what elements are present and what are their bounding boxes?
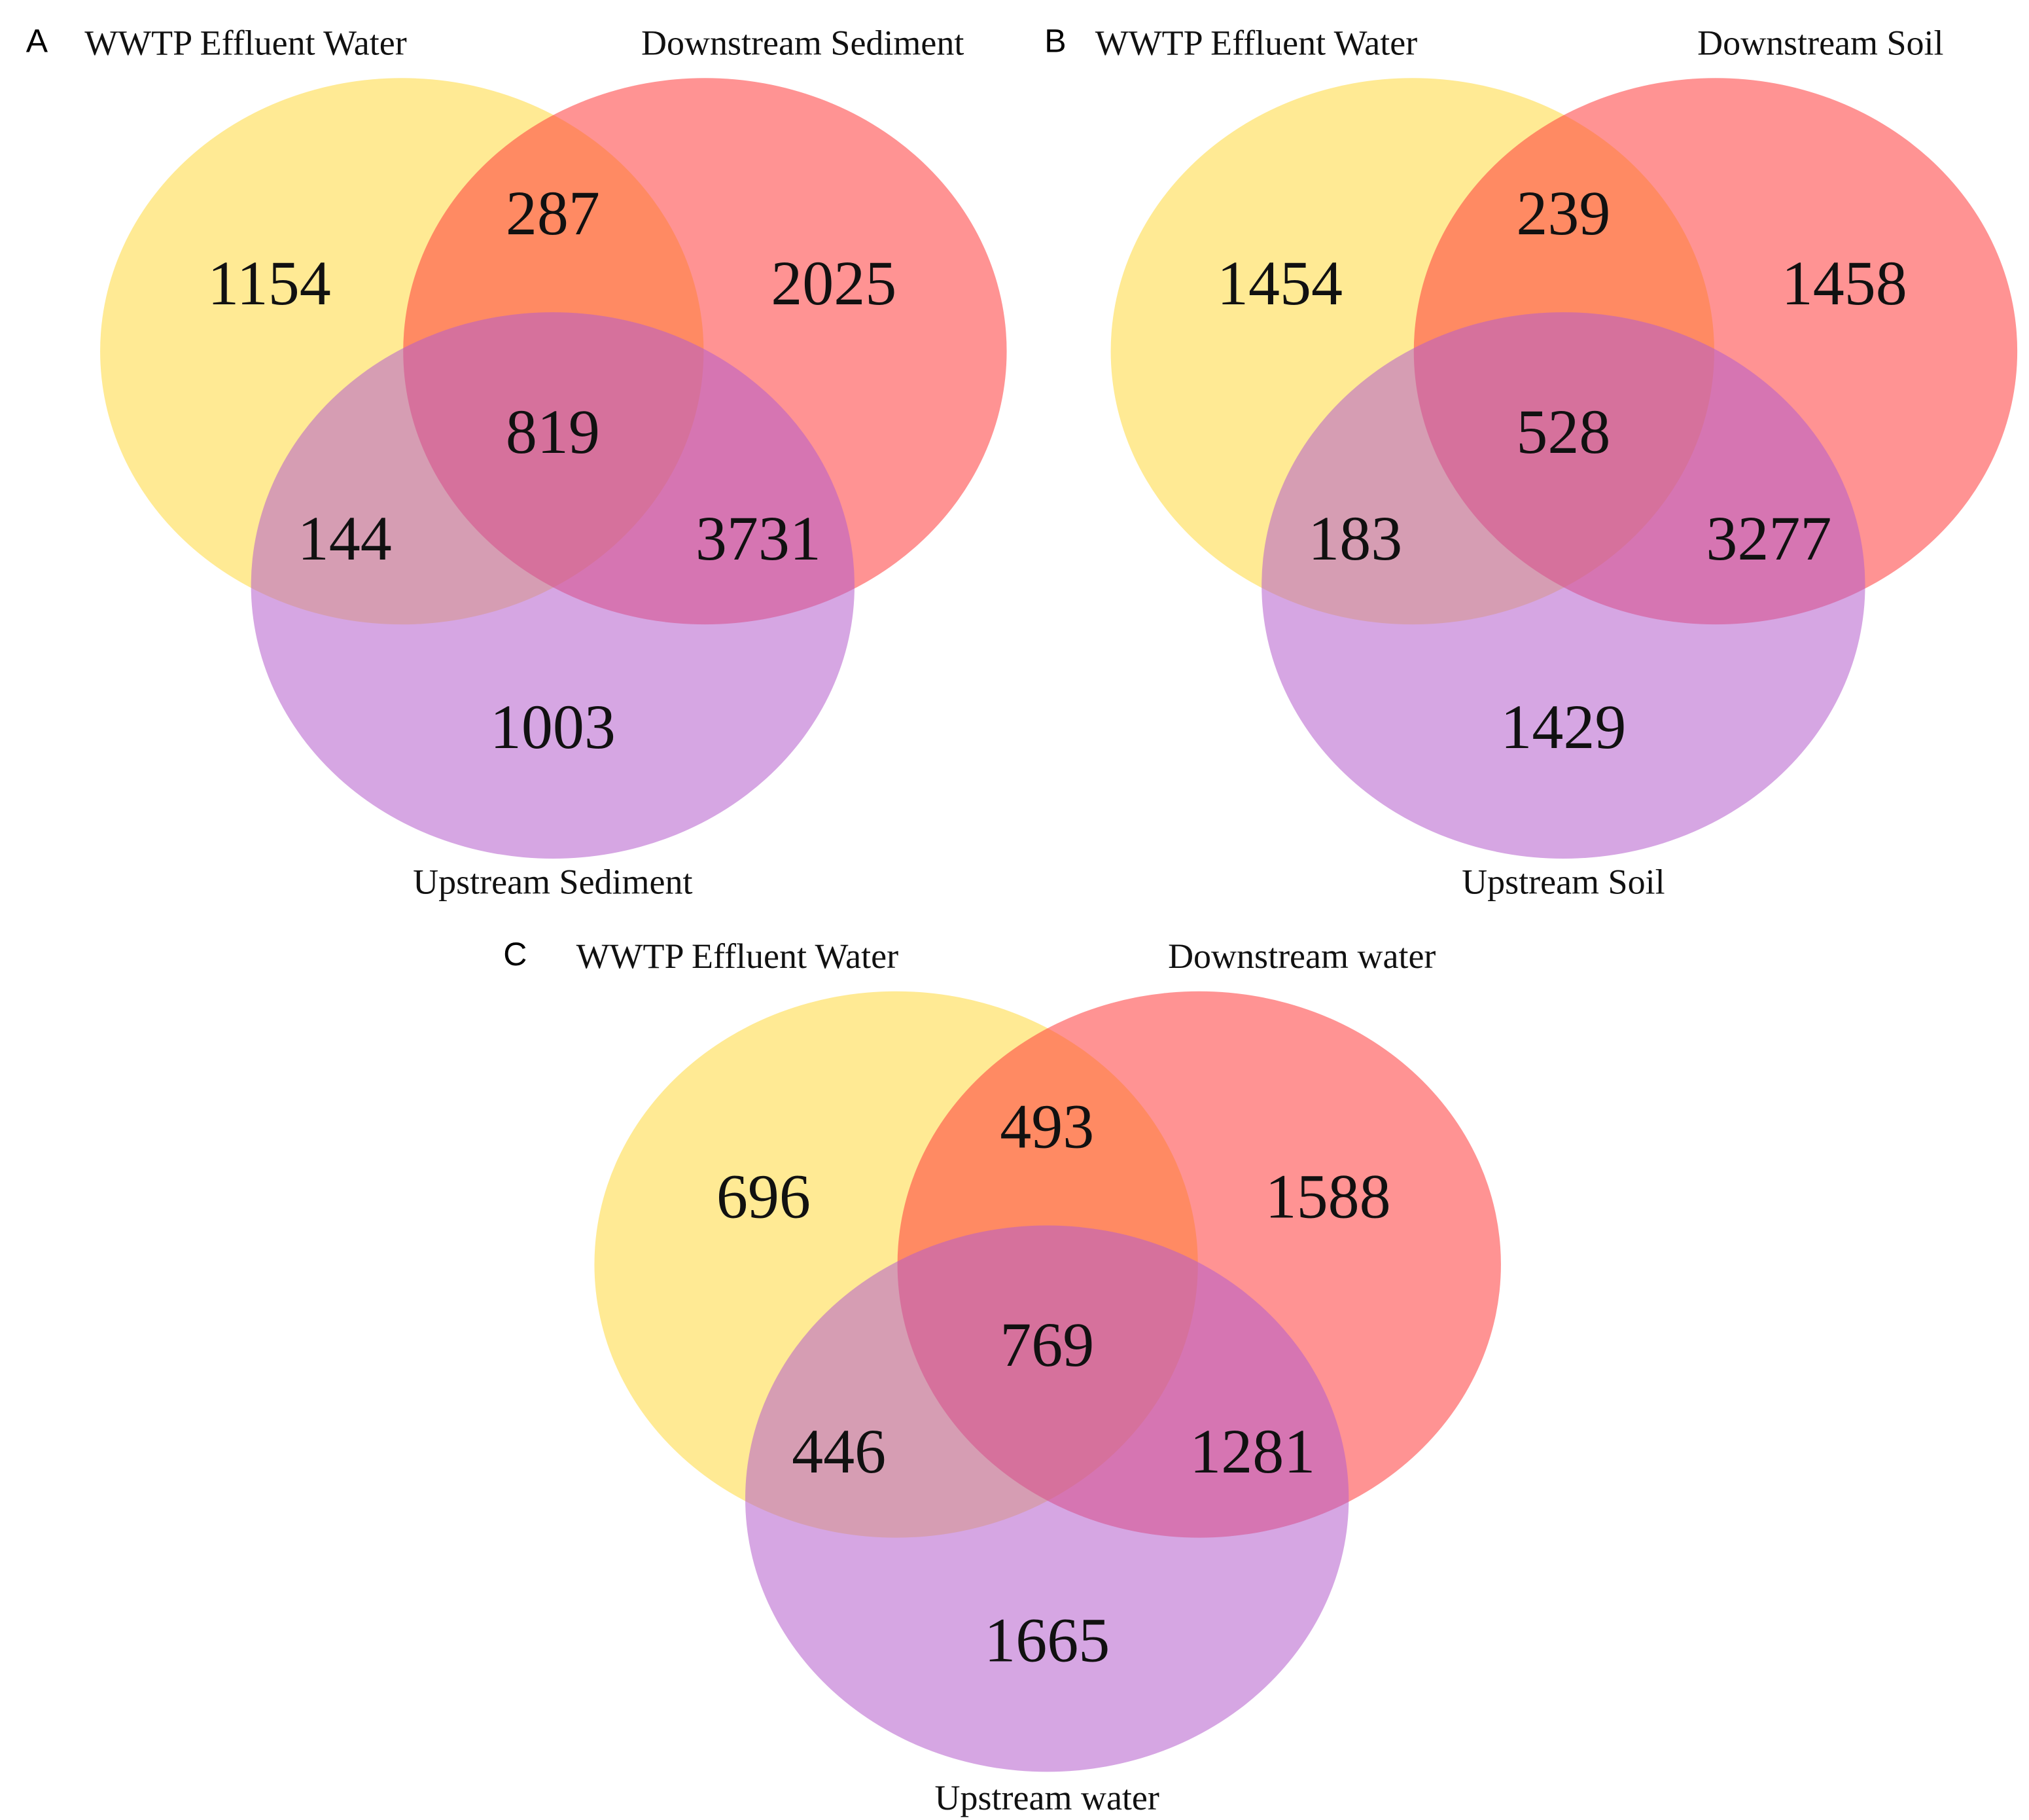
count-ab: 493 xyxy=(1000,1091,1094,1161)
count-c-only: 1003 xyxy=(490,692,616,762)
count-b-only: 1458 xyxy=(1782,248,1907,318)
upstream-set-circle xyxy=(1262,312,1865,859)
upstream-set-circle xyxy=(745,1225,1349,1772)
count-a-only: 1454 xyxy=(1217,248,1343,318)
set-label-downstream: Downstream Sediment xyxy=(641,23,964,62)
count-b-only: 2025 xyxy=(771,248,896,318)
count-bc: 1281 xyxy=(1190,1416,1315,1486)
set-label-upstream: Upstream water xyxy=(935,1778,1159,1817)
set-label-effluent: WWTP Effluent Water xyxy=(84,23,407,62)
count-a-only: 696 xyxy=(716,1162,811,1232)
count-ac: 446 xyxy=(792,1416,886,1486)
count-bc: 3731 xyxy=(696,503,821,573)
count-ac: 144 xyxy=(298,503,392,573)
set-label-effluent: WWTP Effluent Water xyxy=(576,937,899,976)
venn-panel-a: A WWTP Effluent Water Downstream Sediment U… xyxy=(26,23,1007,902)
count-b-only: 1588 xyxy=(1265,1162,1391,1232)
count-abc: 769 xyxy=(1000,1310,1094,1380)
set-label-upstream: Upstream Sediment xyxy=(413,863,692,902)
upstream-set-circle xyxy=(251,312,855,859)
venn-panel-c: C WWTP Effluent Water Downstream water Upst… xyxy=(503,936,1501,1817)
panel-letter: A xyxy=(26,23,48,60)
set-label-downstream: Downstream water xyxy=(1168,937,1436,976)
set-label-upstream: Upstream Soil xyxy=(1462,863,1665,902)
count-ab: 287 xyxy=(506,178,600,248)
count-c-only: 1429 xyxy=(1500,692,1626,762)
set-label-effluent: WWTP Effluent Water xyxy=(1095,23,1418,62)
count-abc: 819 xyxy=(506,397,600,467)
count-ab: 239 xyxy=(1516,178,1610,248)
count-a-only: 1154 xyxy=(207,248,330,318)
venn-panel-b: B WWTP Effluent Water Downstream Soil Upstr… xyxy=(1044,23,2018,902)
count-ac: 183 xyxy=(1308,503,1402,573)
panel-letter: B xyxy=(1044,23,1066,60)
set-label-downstream: Downstream Soil xyxy=(1697,23,1943,62)
panel-letter: C xyxy=(503,936,527,972)
count-abc: 528 xyxy=(1516,397,1610,467)
count-c-only: 1665 xyxy=(984,1605,1110,1675)
count-bc: 3277 xyxy=(1706,503,1831,573)
